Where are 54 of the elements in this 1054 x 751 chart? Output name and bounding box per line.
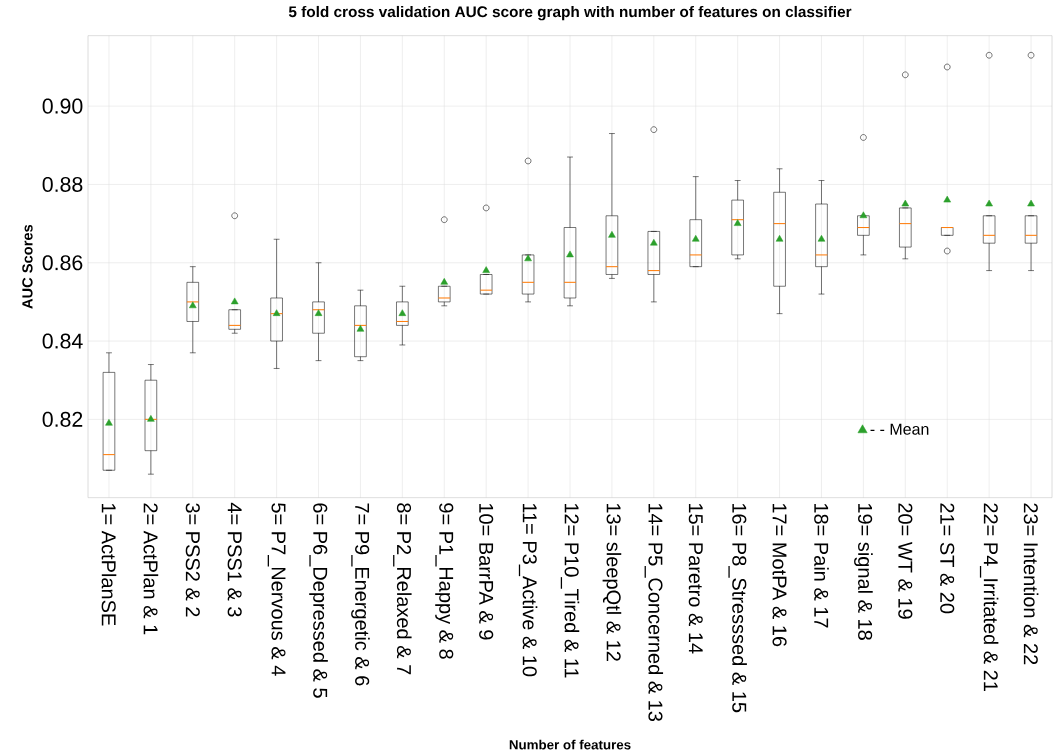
point	[105, 419, 113, 426]
x-tick-label: 12= P10_Tired & 11	[560, 503, 580, 678]
x-tick-label: 3= PSS2 & 2	[185, 503, 200, 617]
x-tick-label: 7= P9_Energetic & 6	[351, 503, 370, 686]
y-tick-label: 0.86	[42, 255, 83, 271]
legend-label: - - Mean	[870, 423, 929, 435]
x-tick-label: 18= Pain & 17	[814, 503, 829, 628]
x-tick-label: 17= MotPA & 16	[772, 503, 787, 647]
x-tick-label: 11= P3_Active & 10	[518, 503, 538, 677]
y-tick-label: 0.84	[42, 333, 83, 349]
x-tick-label: 5= P7_Nervous & 4	[267, 503, 286, 676]
x-tick-label: 1= ActPlanSE	[101, 503, 117, 626]
x-tick-label: 21= ST & 20	[940, 503, 955, 614]
x-axis-title: Number of features	[509, 739, 631, 750]
x-tick-label: 13= sleepQtl & 12	[602, 503, 622, 661]
point	[524, 254, 532, 262]
x-tick-label: 16= P8_Stresssed & 15	[728, 503, 747, 713]
x-tick-label: 15= Paretro & 14	[688, 503, 703, 654]
y-tick-label: 0.82	[42, 411, 83, 427]
point	[859, 211, 868, 219]
point	[440, 278, 448, 285]
point	[314, 309, 323, 316]
point	[901, 199, 910, 207]
x-tick-label: 20= WT & 19	[898, 503, 913, 619]
point	[775, 234, 784, 242]
point	[272, 309, 281, 316]
x-tick-label: 14= P5_Concerned & 13	[644, 503, 664, 722]
point	[230, 297, 239, 305]
point	[482, 266, 490, 273]
point	[398, 309, 407, 316]
point	[189, 301, 197, 309]
chart-title: 5 fold cross validation AUC score graph with number of features on classifier	[288, 5, 852, 21]
x-tick-label: 2= ActPlan & 1	[143, 503, 159, 635]
point	[817, 234, 826, 242]
x-tick-label: 8= P2_Relaxed & 7	[393, 503, 412, 675]
x-tick-label: 22= P4_Irritated & 21	[979, 503, 999, 691]
point	[1027, 199, 1035, 207]
point	[356, 325, 365, 332]
x-tick-label: 10= BarrPA & 9	[479, 503, 494, 640]
point	[566, 250, 574, 258]
x-tick-label: 4= PSS1 & 3	[227, 502, 242, 617]
point	[650, 238, 658, 246]
x-tick-label: 19= signal & 18	[854, 503, 873, 640]
point	[692, 234, 700, 242]
x-tick-label: 9= P1_Happy & 8	[435, 503, 454, 659]
point	[943, 195, 951, 203]
y-tick-label: 0.90	[42, 98, 83, 114]
point	[733, 219, 742, 226]
point	[985, 199, 993, 207]
y-tick-label: 0.88	[42, 176, 83, 192]
x-tick-label: 6= P6_Depressed & 5	[309, 503, 328, 698]
y-axis-title: AUC Scores	[22, 224, 33, 309]
x-tick-label: 23= Intention & 22	[1023, 503, 1039, 665]
point	[608, 231, 616, 238]
